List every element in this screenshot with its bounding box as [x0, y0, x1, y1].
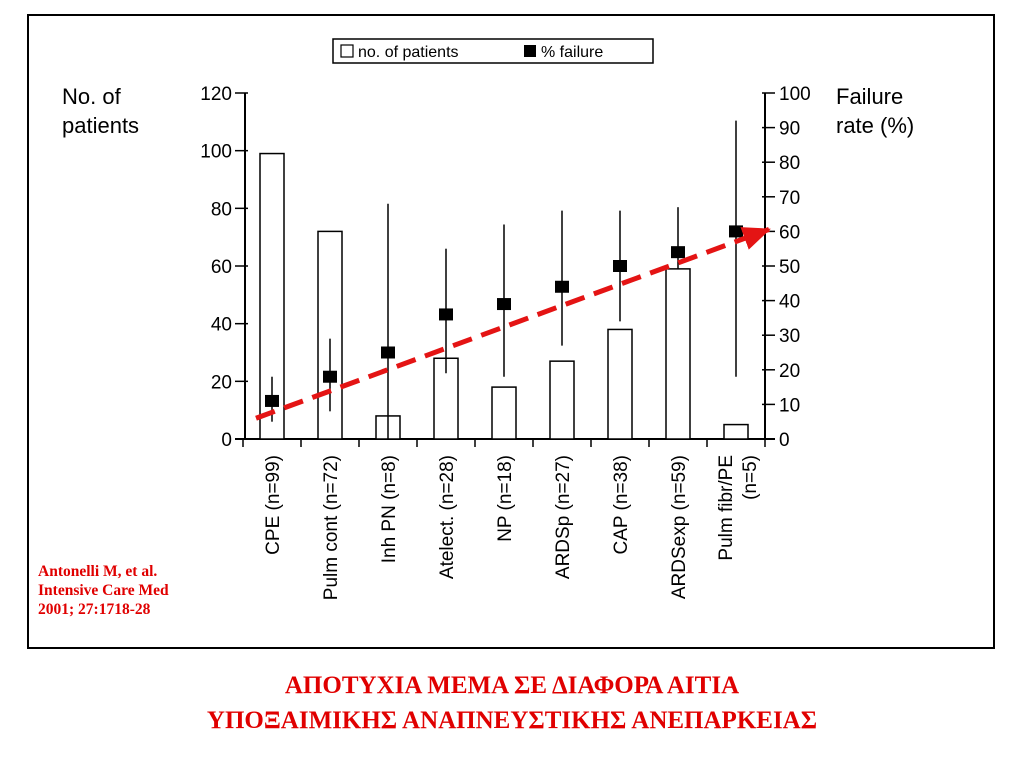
category-label: CPE (n=99) — [263, 455, 284, 555]
failure-point — [381, 346, 395, 359]
bar-no-of-patients — [549, 360, 575, 440]
bar-no-of-patients — [665, 268, 691, 440]
right-tick-label: 50 — [779, 257, 800, 278]
trend-arrow — [255, 227, 771, 421]
right-tick-label: 10 — [779, 395, 800, 416]
right-tick-label: 30 — [779, 326, 800, 347]
left-tick-label: 100 — [200, 142, 232, 163]
right-axis-title: rate (%) — [836, 113, 914, 138]
failure-point — [555, 280, 569, 293]
left-tick-label: 120 — [200, 84, 232, 105]
citation-line: 2001; 27:1718-28 — [38, 601, 151, 618]
right-tick-label: 80 — [779, 153, 800, 174]
legend-entry: no. of patients — [358, 44, 459, 61]
legend-box — [332, 38, 654, 64]
slide-title-line: ΥΠΟΞΑΙΜΙΚΗΣ ΑΝΑΠΝΕΥΣΤΙΚΗΣ ΑΝΕΠΑΡΚΕΙΑΣ — [206, 707, 818, 734]
right-axis-title: Failure — [836, 84, 903, 109]
bar-no-of-patients — [259, 152, 285, 440]
failure-point — [671, 246, 685, 259]
left-tick-label: 80 — [211, 199, 232, 220]
left-axis-title: No. of — [62, 84, 122, 109]
left-axis-title: patients — [62, 113, 139, 138]
category-label: Pulm fibr/PE — [716, 455, 737, 561]
category-label: Atelect. (n=28) — [437, 455, 458, 579]
legend-entry: % failure — [541, 44, 603, 61]
legend-swatch-failure — [524, 45, 536, 57]
failure-point — [497, 298, 511, 311]
failure-point — [613, 260, 627, 272]
right-tick-label: 0 — [779, 430, 790, 451]
citation: Antonelli M, et al. Intensive Care Med 2… — [38, 562, 238, 619]
bar-no-of-patients — [723, 423, 749, 440]
citation-line: Antonelli M, et al. — [38, 563, 158, 580]
category-n-label: (n=5) — [740, 455, 761, 500]
category-label: Pulm cont (n=72) — [321, 455, 342, 600]
left-tick-label: 40 — [211, 315, 232, 336]
failure-point — [729, 225, 743, 238]
right-tick-label: 60 — [779, 222, 800, 243]
category-label: ARDSp (n=27) — [553, 455, 574, 579]
figure-frame — [27, 14, 995, 649]
right-tick-label: 100 — [779, 84, 811, 105]
right-tick-label: 90 — [779, 119, 800, 140]
citation-line: Intensive Care Med — [38, 582, 169, 599]
category-label: ARDSexp (n=59) — [669, 455, 690, 599]
bar-no-of-patients — [607, 328, 633, 440]
category-label: Inh PN (n=8) — [379, 455, 400, 563]
failure-point — [439, 308, 453, 321]
failure-chart: no. of patients% failure 020406080100120… — [62, 38, 914, 600]
right-tick-label: 40 — [779, 292, 800, 313]
category-label: CAP (n=38) — [611, 455, 632, 554]
slide-title-line: ΑΠΟΤΥΧΙΑ ΜΕΜΑ ΣΕ ΔΙΑΦΟΡΑ ΑΙΤΙΑ — [284, 672, 740, 699]
right-tick-label: 20 — [779, 361, 800, 382]
slide-title: ΑΠΟΤΥΧΙΑ ΜΕΜΑ ΣΕ ΔΙΑΦΟΡΑ ΑΙΤΙΑ ΥΠΟΞΑΙΜΙΚ… — [0, 668, 1024, 738]
bar-no-of-patients — [491, 386, 517, 440]
legend-swatch-bar — [340, 44, 354, 58]
category-label: NP (n=18) — [495, 455, 516, 542]
left-tick-label: 20 — [211, 372, 232, 393]
failure-point — [323, 370, 337, 383]
left-tick-label: 60 — [211, 257, 232, 278]
left-tick-label: 0 — [221, 430, 232, 451]
right-tick-label: 70 — [779, 188, 800, 209]
failure-point — [265, 394, 279, 407]
